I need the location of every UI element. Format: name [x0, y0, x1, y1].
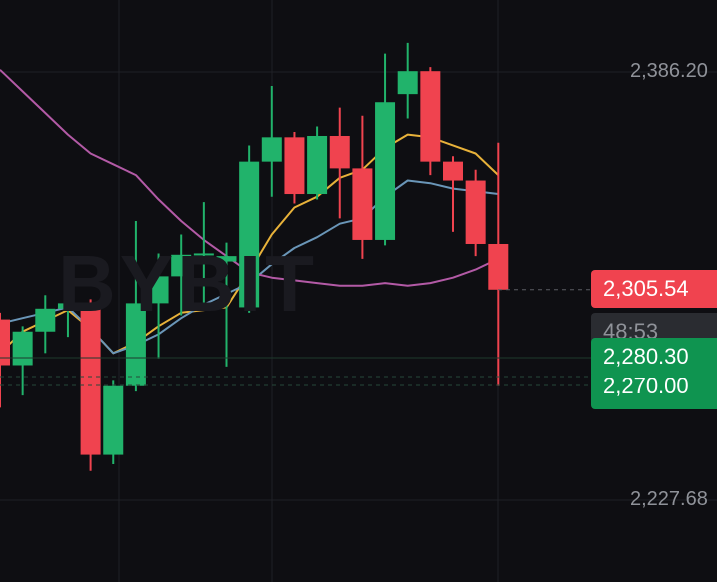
candle-body-0 — [0, 319, 10, 366]
candle-body-2 — [35, 308, 56, 332]
candle-body-5 — [103, 385, 124, 455]
candle-body-3 — [57, 303, 78, 309]
candle-body-11 — [239, 161, 260, 308]
candle-body-20 — [443, 161, 463, 181]
candle-body-22 — [488, 243, 509, 290]
candle-body-1 — [12, 331, 33, 366]
candle-body-4 — [80, 303, 101, 455]
price-guides — [0, 289, 591, 386]
candle-body-16 — [352, 168, 373, 240]
candle-body-7 — [148, 276, 169, 304]
candle-body-15 — [329, 135, 350, 169]
candle-body-6 — [125, 303, 146, 386]
exchange-watermark: BYBIT — [58, 239, 318, 328]
candle-body-21 — [465, 180, 486, 244]
order-price-tag-primary: 2,280.30 — [591, 338, 717, 378]
y-axis-tick-bottom: 2,227.68 — [630, 488, 708, 510]
candle-body-9 — [193, 253, 214, 256]
candle-body-12 — [261, 137, 282, 162]
candle-body-18 — [397, 71, 418, 95]
candle-body-13 — [284, 137, 305, 195]
candle-body-10 — [216, 256, 237, 262]
candle-body-17 — [375, 102, 396, 240]
current-price-tag: 2,305.54 — [591, 270, 717, 308]
candle-body-8 — [171, 254, 192, 277]
candles — [0, 42, 509, 471]
y-axis-tick-top: 2,386.20 — [630, 60, 708, 82]
candle-body-14 — [307, 135, 328, 195]
candle-body-19 — [420, 71, 441, 162]
